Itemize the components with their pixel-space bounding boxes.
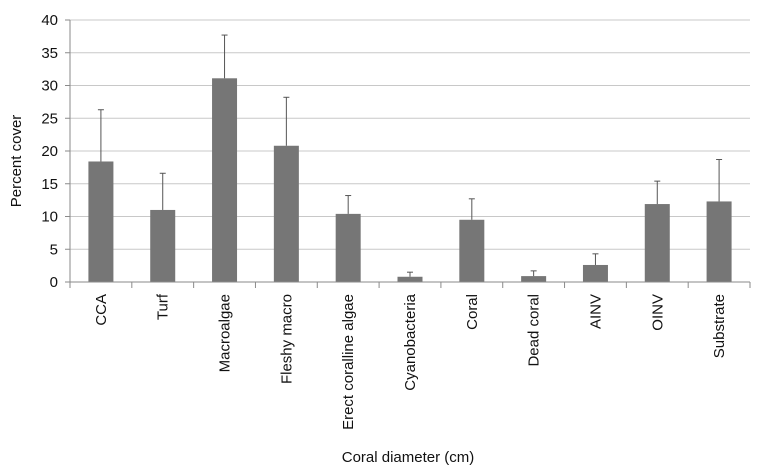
y-tick-label: 35 <box>41 45 58 62</box>
gridlines <box>70 19 750 250</box>
x-tick-label: Macroalgae <box>217 294 234 372</box>
error-bars <box>97 34 723 277</box>
bar <box>88 161 114 282</box>
x-tick-label: Turf <box>155 293 172 320</box>
bar <box>335 213 361 282</box>
bar <box>459 219 485 282</box>
bar <box>521 276 547 282</box>
y-tick-label: 0 <box>50 274 58 291</box>
y-axis-title: Percent cover <box>8 115 25 208</box>
bar <box>644 204 670 282</box>
y-tick-label: 25 <box>41 110 58 127</box>
x-tick-label: Cyanobacteria <box>402 293 419 390</box>
x-tick-label: AINV <box>587 294 604 329</box>
bar <box>273 145 299 282</box>
y-tick-label: 40 <box>41 12 58 29</box>
bar <box>397 276 423 282</box>
bar <box>582 264 608 282</box>
y-tick-label: 10 <box>41 209 58 226</box>
x-tick-label: OINV <box>649 294 666 331</box>
y-tick-label: 15 <box>41 176 58 193</box>
bar <box>150 209 176 282</box>
bars <box>88 78 732 282</box>
y-tick-label: 20 <box>41 143 58 160</box>
x-tick-label: Substrate <box>711 294 728 358</box>
bar <box>212 78 238 282</box>
axes <box>65 19 751 288</box>
x-tick-labels: CCA Turf Macroalgae Fleshy macro Erect coral… <box>93 293 728 430</box>
x-tick-label: Coral <box>464 294 481 330</box>
bar <box>706 201 732 282</box>
x-tick-label: CCA <box>93 294 110 326</box>
y-tick-label: 5 <box>50 241 58 258</box>
y-tick-label: 30 <box>41 78 58 95</box>
x-axis-title: Coral diameter (cm) <box>342 449 475 466</box>
x-tick-label: Fleshy macro <box>278 294 295 384</box>
x-tick-label: Erect coralline algae <box>340 294 357 430</box>
y-tick-labels: 0 5 10 15 20 25 30 35 40 <box>41 12 58 291</box>
x-tick-label: Dead coral <box>526 294 543 367</box>
